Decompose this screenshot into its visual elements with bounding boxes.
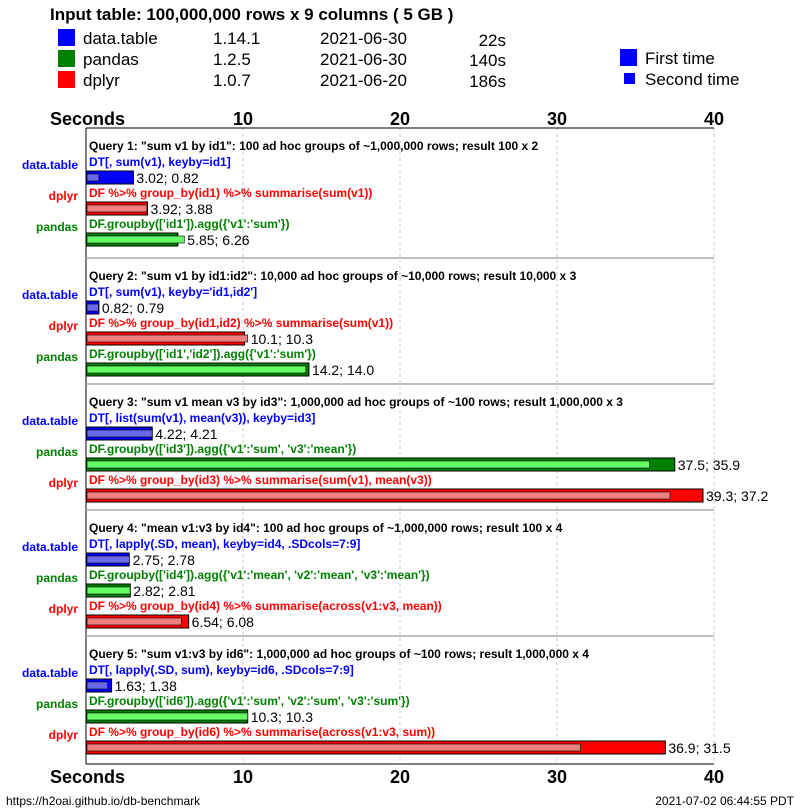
query-code: DF.groupby(['id3']).agg({'v1':'sum', 'v3…: [89, 442, 356, 456]
bar-second-time: [86, 204, 148, 213]
query-title: Query 5: "sum v1:v3 by id6": 1,000,000 a…: [89, 647, 589, 661]
solution-label: dplyr: [49, 602, 79, 616]
bar-value-label: 0.82; 0.79: [102, 300, 164, 316]
legend-second-time-swatch: [624, 73, 635, 84]
legend-swatch-dplyr: [58, 71, 75, 88]
query-code: DF %>% group_by(id1) %>% summarise(sum(v…: [89, 186, 372, 200]
bar-second-time: [86, 743, 581, 752]
bar-second-time: [86, 712, 249, 721]
solution-name: dplyr: [83, 71, 120, 90]
bar-value-label: 1.63; 1.38: [115, 678, 177, 694]
solution-label: data.table: [22, 414, 78, 428]
solution-label: dplyr: [49, 189, 79, 203]
bar-value-label: 10.3; 10.3: [251, 709, 313, 725]
query-code: DT[, sum(v1), keyby='id1,id2']: [89, 285, 257, 299]
solution-version: 1.14.1: [213, 29, 260, 48]
x-tick-label-bottom: 10: [233, 767, 253, 787]
query-code: DF %>% group_by(id6) %>% summarise(acros…: [89, 725, 435, 739]
chart-title: Input table: 100,000,000 rows x 9 column…: [50, 5, 453, 24]
bar-value-label: 2.82; 2.81: [133, 583, 195, 599]
solution-version: 1.0.7: [213, 71, 251, 90]
bar-value-label: 10.1; 10.3: [251, 331, 313, 347]
solution-label: pandas: [36, 571, 78, 585]
x-tick-label-bottom: 30: [547, 767, 567, 787]
solution-label: pandas: [36, 445, 78, 459]
solution-label: pandas: [36, 697, 78, 711]
query-title: Query 4: "mean v1:v3 by id4": 100 ad hoc…: [89, 521, 563, 535]
bar-second-time: [86, 429, 153, 438]
bar-value-label: 3.02; 0.82: [136, 170, 198, 186]
bar-value-label: 5.85; 6.26: [187, 232, 249, 248]
x-tick-label-top: 30: [547, 109, 567, 129]
solution-label: dplyr: [49, 319, 79, 333]
bar-value-label: 2.75; 2.78: [133, 552, 195, 568]
x-tick-label-bottom: 40: [704, 767, 724, 787]
bar-second-time: [86, 491, 671, 500]
bar-second-time: [86, 235, 185, 244]
solution-name: pandas: [83, 50, 139, 69]
query-code: DT[, lapply(.SD, mean), keyby=id4, .SDco…: [89, 537, 360, 551]
query-title: Query 2: "sum v1 by id1:id2": 10,000 ad …: [89, 269, 577, 283]
query-title: Query 3: "sum v1 mean v3 by id3": 1,000,…: [89, 395, 623, 409]
query-code: DT[, list(sum(v1), mean(v3)), keyby=id3]: [89, 411, 315, 425]
bar-second-time: [86, 681, 108, 690]
query-code: DF.groupby(['id4']).agg({'v1':'mean', 'v…: [89, 568, 430, 582]
solution-time: 140s: [469, 51, 506, 70]
solution-label: data.table: [22, 288, 78, 302]
solution-time: 186s: [469, 72, 506, 91]
bar-value-label: 14.2; 14.0: [312, 362, 374, 378]
solution-label: data.table: [22, 158, 78, 172]
bar-second-time: [86, 303, 99, 312]
solution-date: 2021-06-20: [320, 71, 407, 90]
x-tick-label-top: 20: [390, 109, 410, 129]
solution-label: data.table: [22, 666, 78, 680]
solution-label: dplyr: [49, 728, 79, 742]
query-code: DT[, sum(v1), keyby=id1]: [89, 155, 231, 169]
bar-second-time: [86, 173, 100, 182]
solution-date: 2021-06-30: [320, 29, 407, 48]
bar-value-label: 36.9; 31.5: [668, 740, 730, 756]
query-code: DF %>% group_by(id4) %>% summarise(acros…: [89, 599, 442, 613]
x-tick-label-top: 40: [704, 109, 724, 129]
x-tick-label-bottom: 20: [390, 767, 410, 787]
bar-second-time: [86, 617, 182, 626]
bar-second-time: [86, 460, 650, 469]
solution-name: data.table: [83, 29, 158, 48]
legend-swatch-pandas: [58, 50, 75, 67]
query-code: DF.groupby(['id6']).agg({'v1':'sum', 'v2…: [89, 694, 410, 708]
footer-timestamp: 2021-07-02 06:44:55 PDT: [655, 794, 794, 808]
bar-value-label: 37.5; 35.9: [678, 457, 740, 473]
query-code: DF %>% group_by(id3) %>% summarise(sum(v…: [89, 473, 432, 487]
solution-version: 1.2.5: [213, 50, 251, 69]
legend-first-time-label: First time: [645, 49, 715, 68]
solution-label: pandas: [36, 350, 78, 364]
bar-second-time: [86, 555, 130, 564]
x-axis-label-top: Seconds: [50, 109, 125, 129]
query-code: DF %>% group_by(id1,id2) %>% summarise(s…: [89, 316, 393, 330]
solution-time: 22s: [479, 31, 506, 50]
bar-second-time: [86, 586, 131, 595]
footer-url: https://h2oai.github.io/db-benchmark: [6, 794, 201, 808]
bar-second-time: [86, 334, 249, 343]
x-axis-label-bottom: Seconds: [50, 767, 125, 787]
bar-second-time: [86, 365, 307, 374]
query-title: Query 1: "sum v1 by id1": 100 ad hoc gro…: [89, 139, 539, 153]
legend-second-time-label: Second time: [645, 70, 740, 89]
query-code: DF.groupby(['id1','id2']).agg({'v1':'sum…: [89, 347, 316, 361]
bar-value-label: 3.92; 3.88: [151, 201, 213, 217]
query-code: DT[, lapply(.SD, sum), keyby=id6, .SDcol…: [89, 663, 354, 677]
legend-first-time-swatch: [620, 49, 637, 66]
solution-label: dplyr: [49, 476, 79, 490]
solution-label: data.table: [22, 540, 78, 554]
bar-value-label: 39.3; 37.2: [706, 488, 768, 504]
x-tick-label-top: 10: [233, 109, 253, 129]
legend-swatch-data-table: [58, 29, 75, 46]
solution-date: 2021-06-30: [320, 50, 407, 69]
bar-value-label: 4.22; 4.21: [155, 426, 217, 442]
bar-value-label: 6.54; 6.08: [192, 614, 254, 630]
solution-label: pandas: [36, 220, 78, 234]
query-code: DF.groupby(['id1']).agg({'v1':'sum'}): [89, 217, 289, 231]
